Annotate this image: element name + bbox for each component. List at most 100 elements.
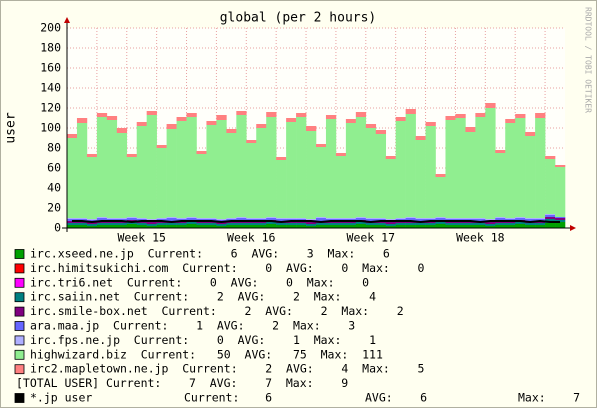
legend-key: Current: <box>161 304 216 318</box>
bar-segment <box>455 225 466 228</box>
bar-segment <box>96 223 108 225</box>
bar-segment <box>375 225 387 228</box>
legend-name: [TOTAL USER] <box>16 376 99 390</box>
legend-swatch <box>14 249 25 259</box>
bar-segment <box>405 217 416 218</box>
bar-segment <box>196 151 207 154</box>
bar-segment <box>76 223 88 225</box>
y-tick-label: 200 <box>40 21 61 35</box>
bar-segment <box>316 217 327 218</box>
bar-segment <box>505 119 516 123</box>
bar-segment <box>325 225 337 228</box>
legend-value: 7 <box>265 376 272 390</box>
bar-segment <box>286 223 297 225</box>
legend-name: irc2.mapletown.ne.jp <box>30 362 169 376</box>
bar-segment <box>555 222 566 228</box>
bar-segment <box>555 220 566 222</box>
bar-segment <box>286 118 297 122</box>
bar-segment <box>166 223 177 225</box>
bar-segment <box>276 160 287 218</box>
bar-segment <box>445 218 456 219</box>
bar-segment <box>76 123 88 218</box>
legend-value: 3 <box>307 247 314 261</box>
legend-key: AVG: <box>217 319 245 333</box>
bar-segment <box>535 223 546 225</box>
bar-segment <box>206 121 217 125</box>
y-tick-label: 80 <box>47 141 61 155</box>
legend-value: 75 <box>293 347 307 361</box>
bar-segment <box>226 223 237 225</box>
bar-segment <box>515 218 526 220</box>
bar-segment <box>106 223 118 225</box>
bar-segment <box>385 156 396 159</box>
legend-key: Max: <box>314 290 342 304</box>
bar-segment <box>495 217 506 218</box>
bar-segment <box>296 117 307 218</box>
bar-segment <box>186 113 197 117</box>
legend-name: irc.xseed.ne.jp <box>30 247 134 261</box>
bar-segment <box>465 127 476 132</box>
bar-segment <box>415 136 426 140</box>
bar-segment <box>525 132 536 136</box>
bar-segment <box>535 219 546 221</box>
bar-segment <box>156 223 167 225</box>
bar-segment <box>335 218 347 219</box>
bar-segment <box>186 224 197 228</box>
bar-segment <box>495 223 506 225</box>
legend-name: irc.fps.ne.jp <box>30 333 120 347</box>
bar-segment <box>365 128 377 218</box>
bar-segment <box>296 218 307 219</box>
bar-segment <box>465 132 476 218</box>
legend-name: ara.maa.jp <box>30 319 99 333</box>
legend-value: 5 <box>418 362 425 376</box>
bar-segment <box>345 119 357 123</box>
bar-segment <box>475 218 486 219</box>
bar-segment <box>405 225 416 228</box>
legend-value: 0 <box>362 275 369 289</box>
bar-segment <box>106 116 118 120</box>
bar-segment <box>345 225 357 228</box>
bar-segment <box>385 222 396 224</box>
legend-key: Current: <box>127 275 182 289</box>
legend-name: highwizard.biz <box>30 347 127 361</box>
bar-segment <box>505 218 516 219</box>
bar-segment <box>385 226 396 228</box>
bar-segment <box>196 223 207 225</box>
bar-segment <box>96 113 108 117</box>
legend-value: 6 <box>265 391 272 405</box>
bar-segment <box>515 118 526 217</box>
bar-segment <box>286 218 297 219</box>
bar-segment <box>96 218 108 221</box>
bar-segment <box>216 120 227 219</box>
legend-value: 4 <box>341 362 348 376</box>
legend-value: 0 <box>341 261 348 275</box>
bar-segment <box>355 112 367 117</box>
bar-segment <box>415 219 426 221</box>
legend-value: 7 <box>189 376 196 390</box>
bar-segment <box>365 218 377 219</box>
legend-key: Current: <box>182 261 237 275</box>
bar-segment <box>106 120 118 218</box>
bar-segment <box>76 225 88 228</box>
legend-value: 2 <box>245 304 252 318</box>
bar-segment <box>206 218 217 219</box>
bar-segment <box>365 219 377 221</box>
x-tick-label: Week 18 <box>456 231 505 245</box>
bar-segment <box>435 174 446 177</box>
bar-segment <box>116 128 128 133</box>
legend-value: 2 <box>272 319 279 333</box>
bar-segment <box>325 115 337 119</box>
legend-value: 2 <box>397 304 404 318</box>
bar-segment <box>505 123 516 218</box>
bar-segment <box>266 222 277 224</box>
bar-segment <box>226 133 237 218</box>
legend-key: Max: <box>307 275 335 289</box>
bar-segment <box>186 217 197 218</box>
bar-segment <box>76 118 88 123</box>
bar-segment <box>116 219 128 221</box>
bar-segment <box>206 223 217 225</box>
bar-segment <box>545 159 556 214</box>
bar-segment <box>136 225 147 228</box>
bar-segment <box>525 218 536 219</box>
bar-segment <box>485 224 496 226</box>
